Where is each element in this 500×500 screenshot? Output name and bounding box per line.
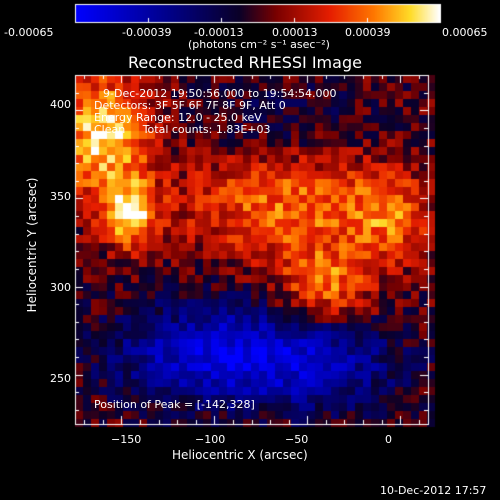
- x-tick-label: 0: [385, 433, 392, 446]
- colorbar-tick-label: 0.00065: [442, 26, 488, 39]
- x-tick-label: −100: [195, 433, 226, 446]
- annotation-peak-position: Position of Peak = [-142,328]: [94, 398, 255, 411]
- x-tick-label: −50: [285, 433, 309, 446]
- annotation-detectors: Detectors: 3F 5F 6F 7F 8F 9F, Att 0: [94, 99, 286, 112]
- colorbar-units: (photons cm⁻² s⁻¹ asec⁻²): [188, 38, 330, 51]
- x-tick-label: −150: [111, 433, 142, 446]
- footer-date: 10-Dec-2012 17:57: [380, 484, 487, 497]
- colorbar-tick-label: -0.00013: [194, 26, 244, 39]
- annotation-time-range: 9-Dec-2012 19:50:56.000 to 19:54:54.000: [103, 87, 337, 100]
- chart-title: Reconstructed RHESSI Image: [128, 53, 362, 72]
- y-tick-label: 300: [50, 281, 71, 294]
- colorbar-tick-label: 0.00013: [272, 26, 318, 39]
- colorbar-tick-label: 0.00039: [345, 26, 391, 39]
- y-tick-label: 350: [50, 190, 71, 203]
- colorbar-tick-label: -0.00039: [122, 26, 172, 39]
- x-axis-label: Heliocentric X (arcsec): [172, 448, 308, 462]
- colorbar-tick-label: -0.00065: [4, 26, 54, 39]
- y-axis-label: Heliocentric Y (arcsec): [25, 177, 39, 313]
- annotation-total-counts: Clean Total counts: 1.83E+03: [94, 123, 271, 136]
- y-tick-label: 250: [50, 372, 71, 385]
- y-tick-label: 400: [50, 98, 71, 111]
- annotation-energy-range: Energy Range: 12.0 - 25.0 keV: [94, 111, 262, 124]
